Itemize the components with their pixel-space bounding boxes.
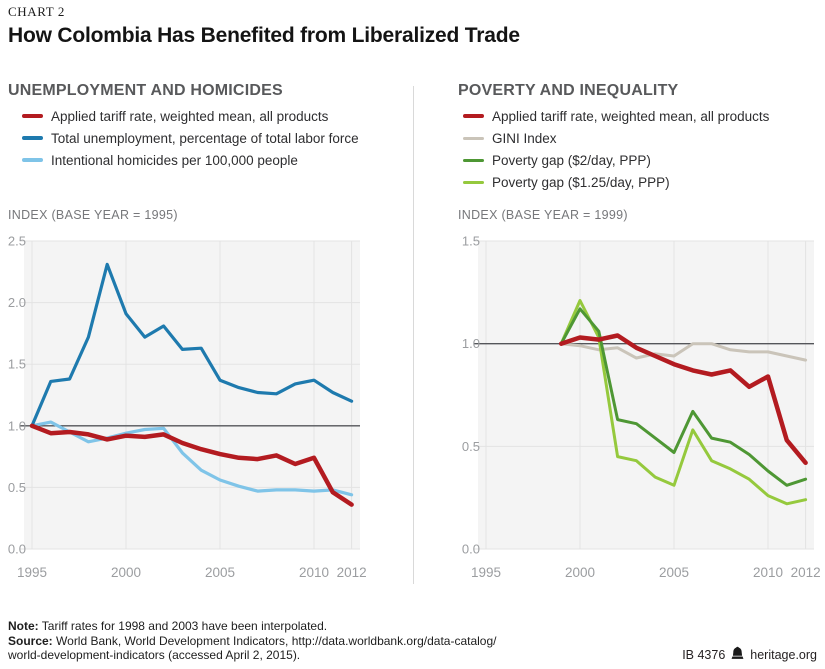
y-tick-label: 0.0 — [462, 542, 480, 557]
y-tick-label: 0.5 — [462, 439, 480, 454]
legend-poverty-inequality: Applied tariff rate, weighted mean, all … — [463, 105, 769, 193]
series-line — [559, 299, 808, 506]
x-tick-label: 2005 — [659, 565, 689, 580]
legend-item: Applied tariff rate, weighted mean, all … — [463, 105, 769, 127]
x-tick-label: 2012 — [791, 565, 821, 580]
footnote: Note: Tariff rates for 1998 and 2003 hav… — [8, 619, 497, 663]
legend-item: Applied tariff rate, weighted mean, all … — [22, 105, 359, 127]
x-tick-label: 2000 — [565, 565, 595, 580]
legend-label: Applied tariff rate, weighted mean, all … — [492, 108, 770, 124]
series-line — [558, 333, 808, 466]
poverty-inequality-chart: 0.0 0.5 1.0 1.5 1995 2000 2005 2010 2012 — [462, 234, 821, 581]
legend-item: Poverty gap ($1.25/day, PPP) — [463, 171, 769, 193]
y-tick-label: 2.5 — [8, 234, 26, 249]
legend-label: GINI Index — [492, 130, 557, 146]
y-tick-label: 0.0 — [8, 542, 26, 557]
legend-unemployment-homicides: Applied tariff rate, weighted mean, all … — [22, 105, 359, 171]
doc-id: IB 4376 — [682, 647, 726, 662]
gini-line-swatch — [463, 136, 484, 140]
source-line-2: world-development-indicators (accessed A… — [8, 648, 497, 663]
source-text-1: World Bank, World Development Indicators… — [56, 633, 497, 648]
x-tick-label: 2012 — [337, 565, 367, 580]
tariff-line-swatch — [22, 113, 43, 119]
legend-item: Poverty gap ($2/day, PPP) — [463, 149, 769, 171]
liberty-bell-icon — [730, 646, 745, 663]
poverty-gap-125usd-swatch — [463, 180, 484, 184]
axis-index-label-left: INDEX (BASE YEAR = 1995) — [8, 208, 178, 222]
legend-label: Intentional homicides per 100,000 people — [51, 152, 298, 168]
poverty-gap-2usd-swatch — [463, 158, 484, 162]
homicides-line-swatch — [22, 158, 43, 162]
series-line — [29, 423, 354, 507]
source-text-2: world-development-indicators (accessed A… — [8, 648, 301, 662]
note-text: Tariff rates for 1998 and 2003 have been… — [41, 619, 328, 633]
source-line-1: Source: World Bank, World Development In… — [8, 634, 497, 649]
plot-area — [24, 241, 360, 549]
legend-label: Total unemployment, percentage of total … — [51, 130, 359, 146]
note-line: Note: Tariff rates for 1998 and 2003 hav… — [8, 619, 497, 634]
y-tick-label: 1.5 — [462, 234, 480, 249]
panel-divider — [413, 86, 414, 584]
section-title-unemployment-homicides: UNEMPLOYMENT AND HOMICIDES — [8, 82, 283, 99]
y-tick-label: 1.5 — [8, 357, 26, 372]
legend-item: Intentional homicides per 100,000 people — [22, 149, 359, 171]
series-line — [30, 262, 354, 428]
axis-index-label-right: INDEX (BASE YEAR = 1999) — [458, 208, 628, 222]
unemployment-line-swatch — [22, 136, 43, 140]
plot-area — [478, 241, 814, 549]
y-tick-label: 0.5 — [8, 480, 26, 495]
x-tick-label: 1995 — [17, 565, 47, 580]
series-line — [559, 307, 808, 487]
section-title-poverty-inequality: POVERTY AND INEQUALITY — [458, 82, 679, 99]
legend-label: Poverty gap ($2/day, PPP) — [492, 152, 651, 168]
x-tick-label: 2010 — [299, 565, 329, 580]
legend-label: Poverty gap ($1.25/day, PPP) — [492, 174, 670, 190]
x-tick-label: 1995 — [471, 565, 501, 580]
series-line — [30, 420, 354, 497]
y-tick-label: 1.0 — [462, 336, 480, 351]
tariff-line-swatch — [463, 113, 484, 119]
note-label: Note: — [8, 619, 39, 633]
legend-item: GINI Index — [463, 127, 769, 149]
legend-item: Total unemployment, percentage of total … — [22, 127, 359, 149]
page-title: How Colombia Has Benefited from Liberali… — [8, 24, 520, 47]
legend-label: Applied tariff rate, weighted mean, all … — [51, 108, 329, 124]
x-tick-label: 2000 — [111, 565, 141, 580]
unemployment-homicides-chart: 0.0 0.5 1.0 1.5 2.0 2.5 1995 2000 2005 2010 2012 — [8, 234, 367, 581]
y-tick-label: 1.0 — [8, 418, 26, 433]
site-name: heritage.org — [750, 647, 817, 662]
x-tick-label: 2005 — [205, 565, 235, 580]
chart-number-label: CHART 2 — [8, 4, 65, 19]
y-tick-label: 2.0 — [8, 295, 26, 310]
x-tick-label: 2010 — [753, 565, 783, 580]
footer-credit: IB 4376 heritage.org — [682, 646, 817, 663]
source-label: Source: — [8, 633, 53, 648]
